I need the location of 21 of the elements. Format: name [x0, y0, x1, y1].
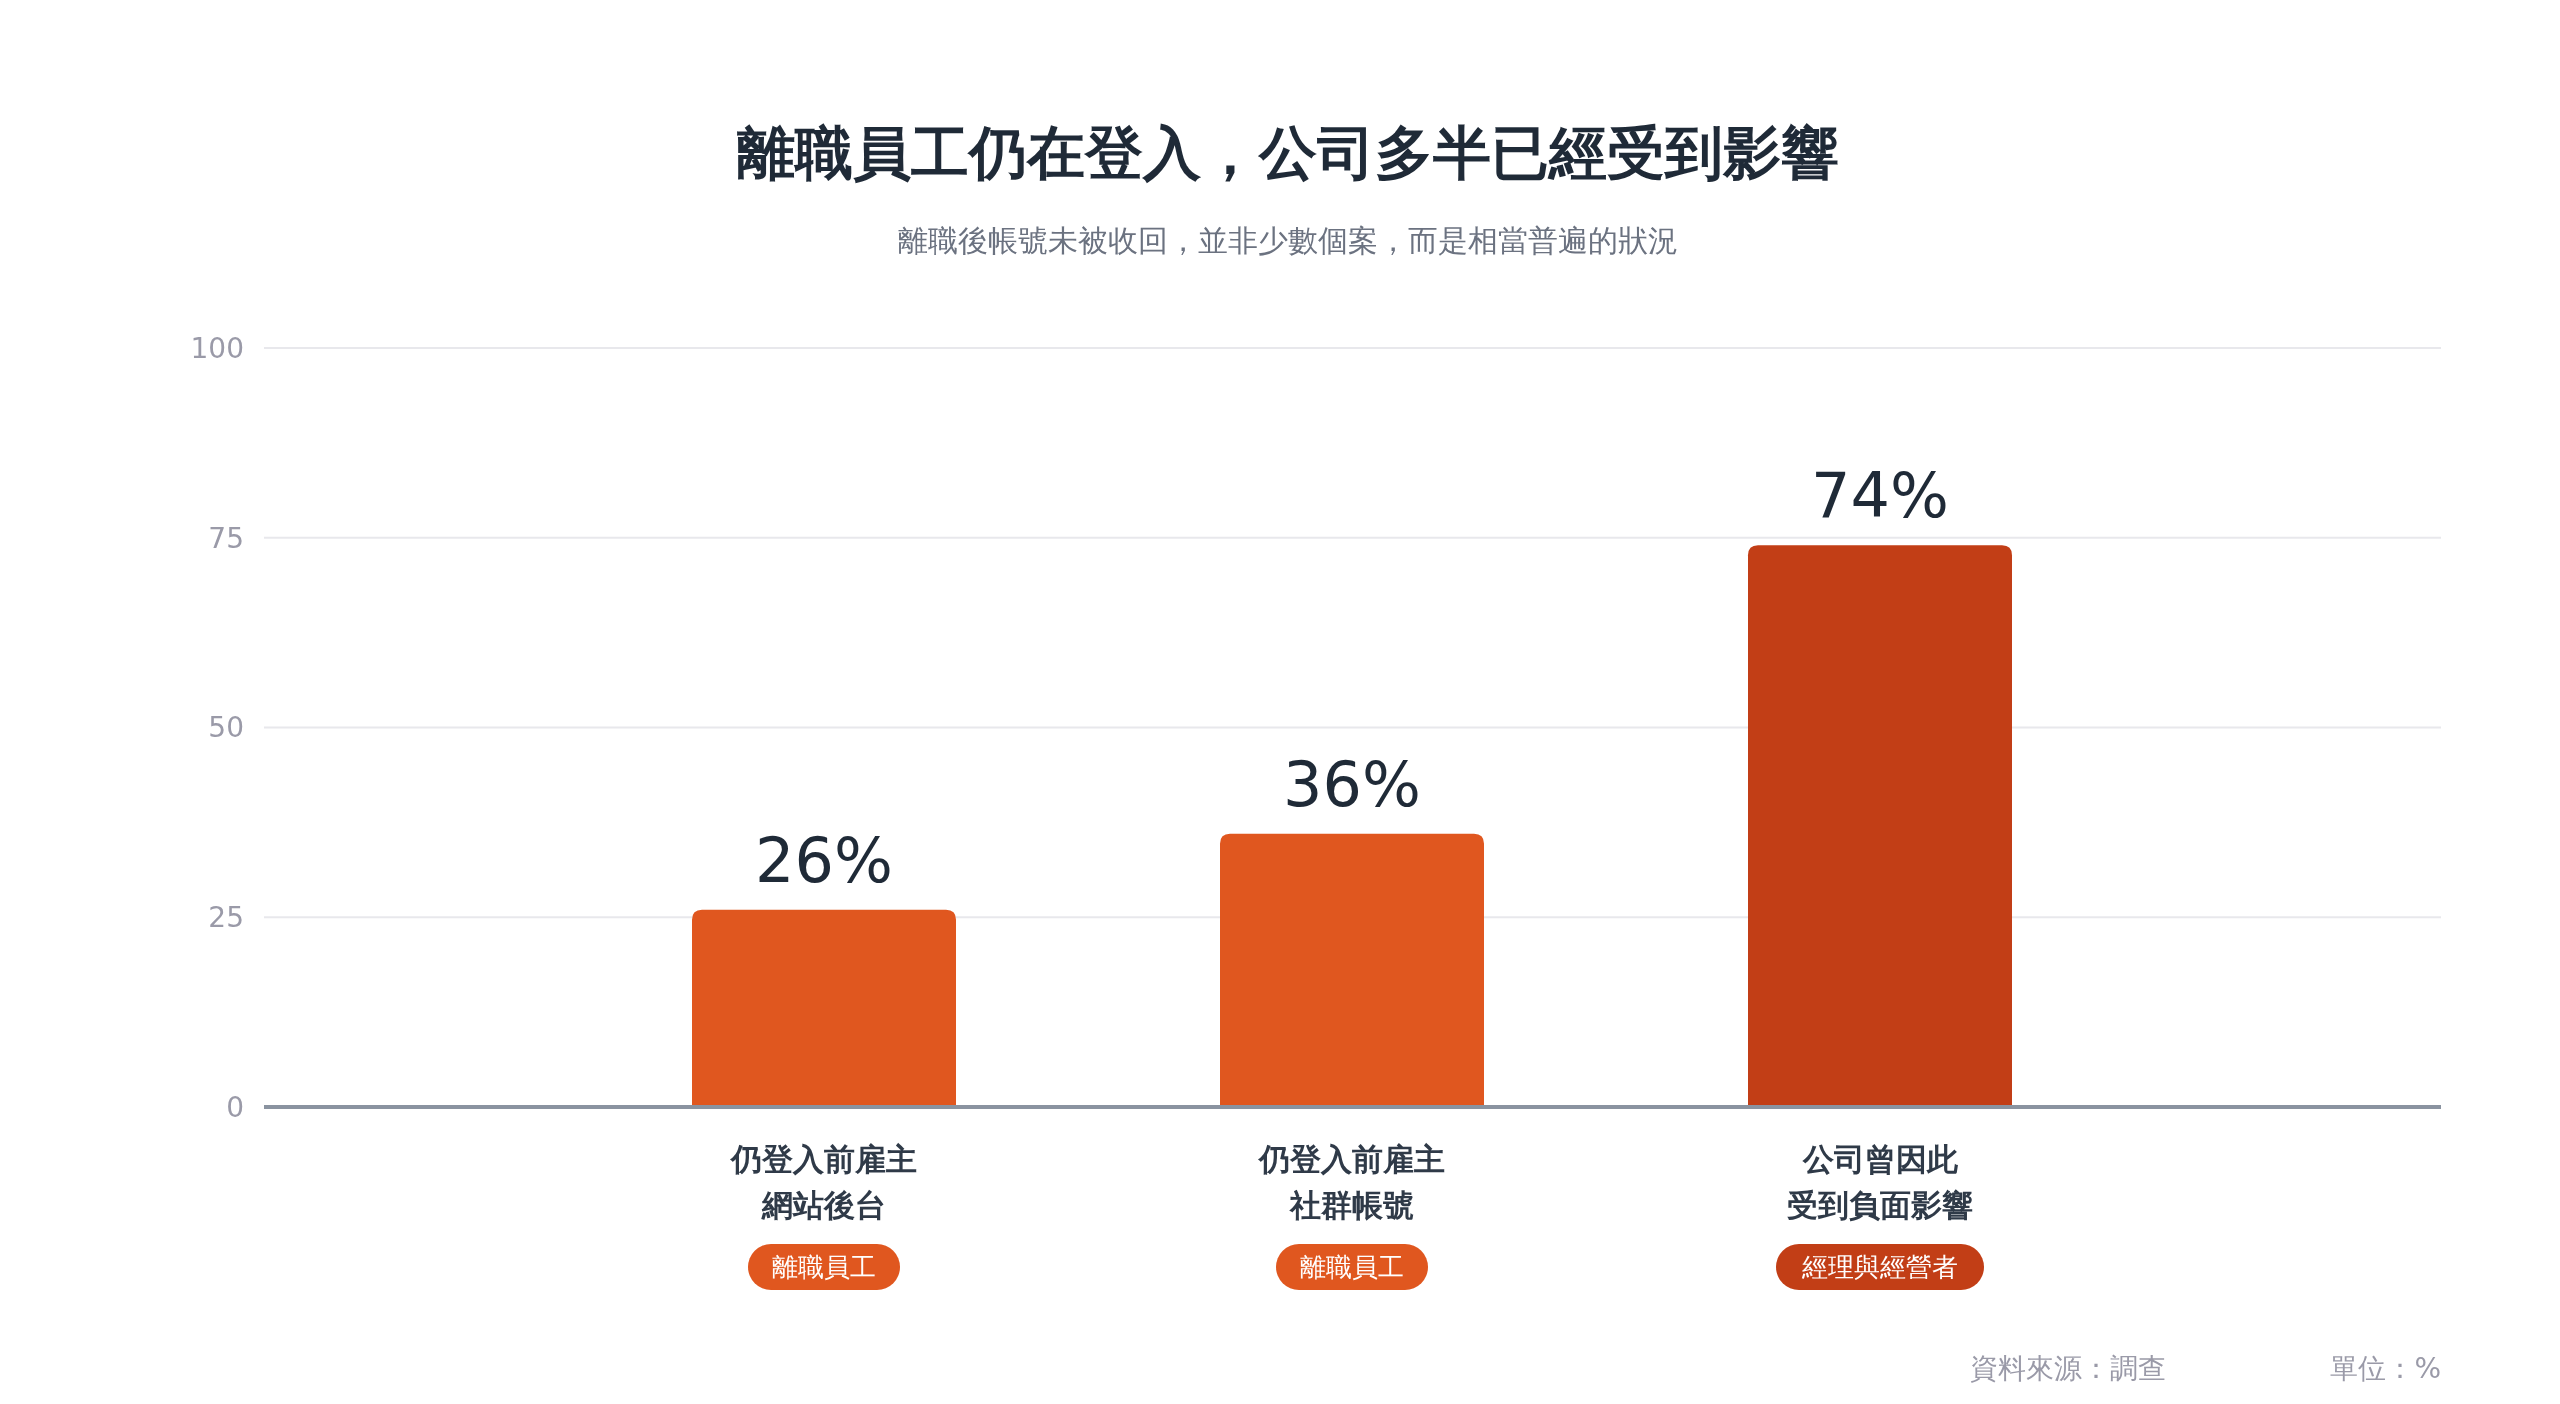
text: 單位：% [2330, 1352, 2441, 1385]
label-pill: 離職員工 [1276, 1244, 1428, 1290]
y-tick-label: 25 [208, 901, 244, 935]
data-label: 74% [1811, 459, 1949, 533]
label-pill: 經理與經營者 [1776, 1244, 1984, 1290]
y-tick-label: 100 [190, 331, 244, 365]
data-label: 26% [755, 823, 893, 897]
y-tick-label: 0 [226, 1090, 244, 1124]
bar [1220, 833, 1484, 1107]
y-tick-label: 75 [208, 521, 244, 555]
y-tick-label: 50 [208, 711, 244, 745]
source-note: 資料來源：調查 [1970, 1352, 2166, 1385]
chart-subtitle: 離職後帳號未被收回，並非少數個案，而是相當普遍的狀況 [898, 223, 1678, 258]
label-pill: 離職員工 [748, 1244, 900, 1290]
chart-title: 離職員工仍在登入，公司多半已經受到影響 [736, 119, 1839, 187]
data-label: 36% [1283, 747, 1421, 821]
x-tick-label: 公司曾因此受到負面影響 [1787, 1141, 1973, 1223]
bar [692, 909, 956, 1107]
bar [1748, 545, 2012, 1107]
x-tick-label: 仍登入前雇主社群帳號 [1257, 1141, 1445, 1223]
x-tick-label: 仍登入前雇主網站後台 [729, 1141, 917, 1223]
